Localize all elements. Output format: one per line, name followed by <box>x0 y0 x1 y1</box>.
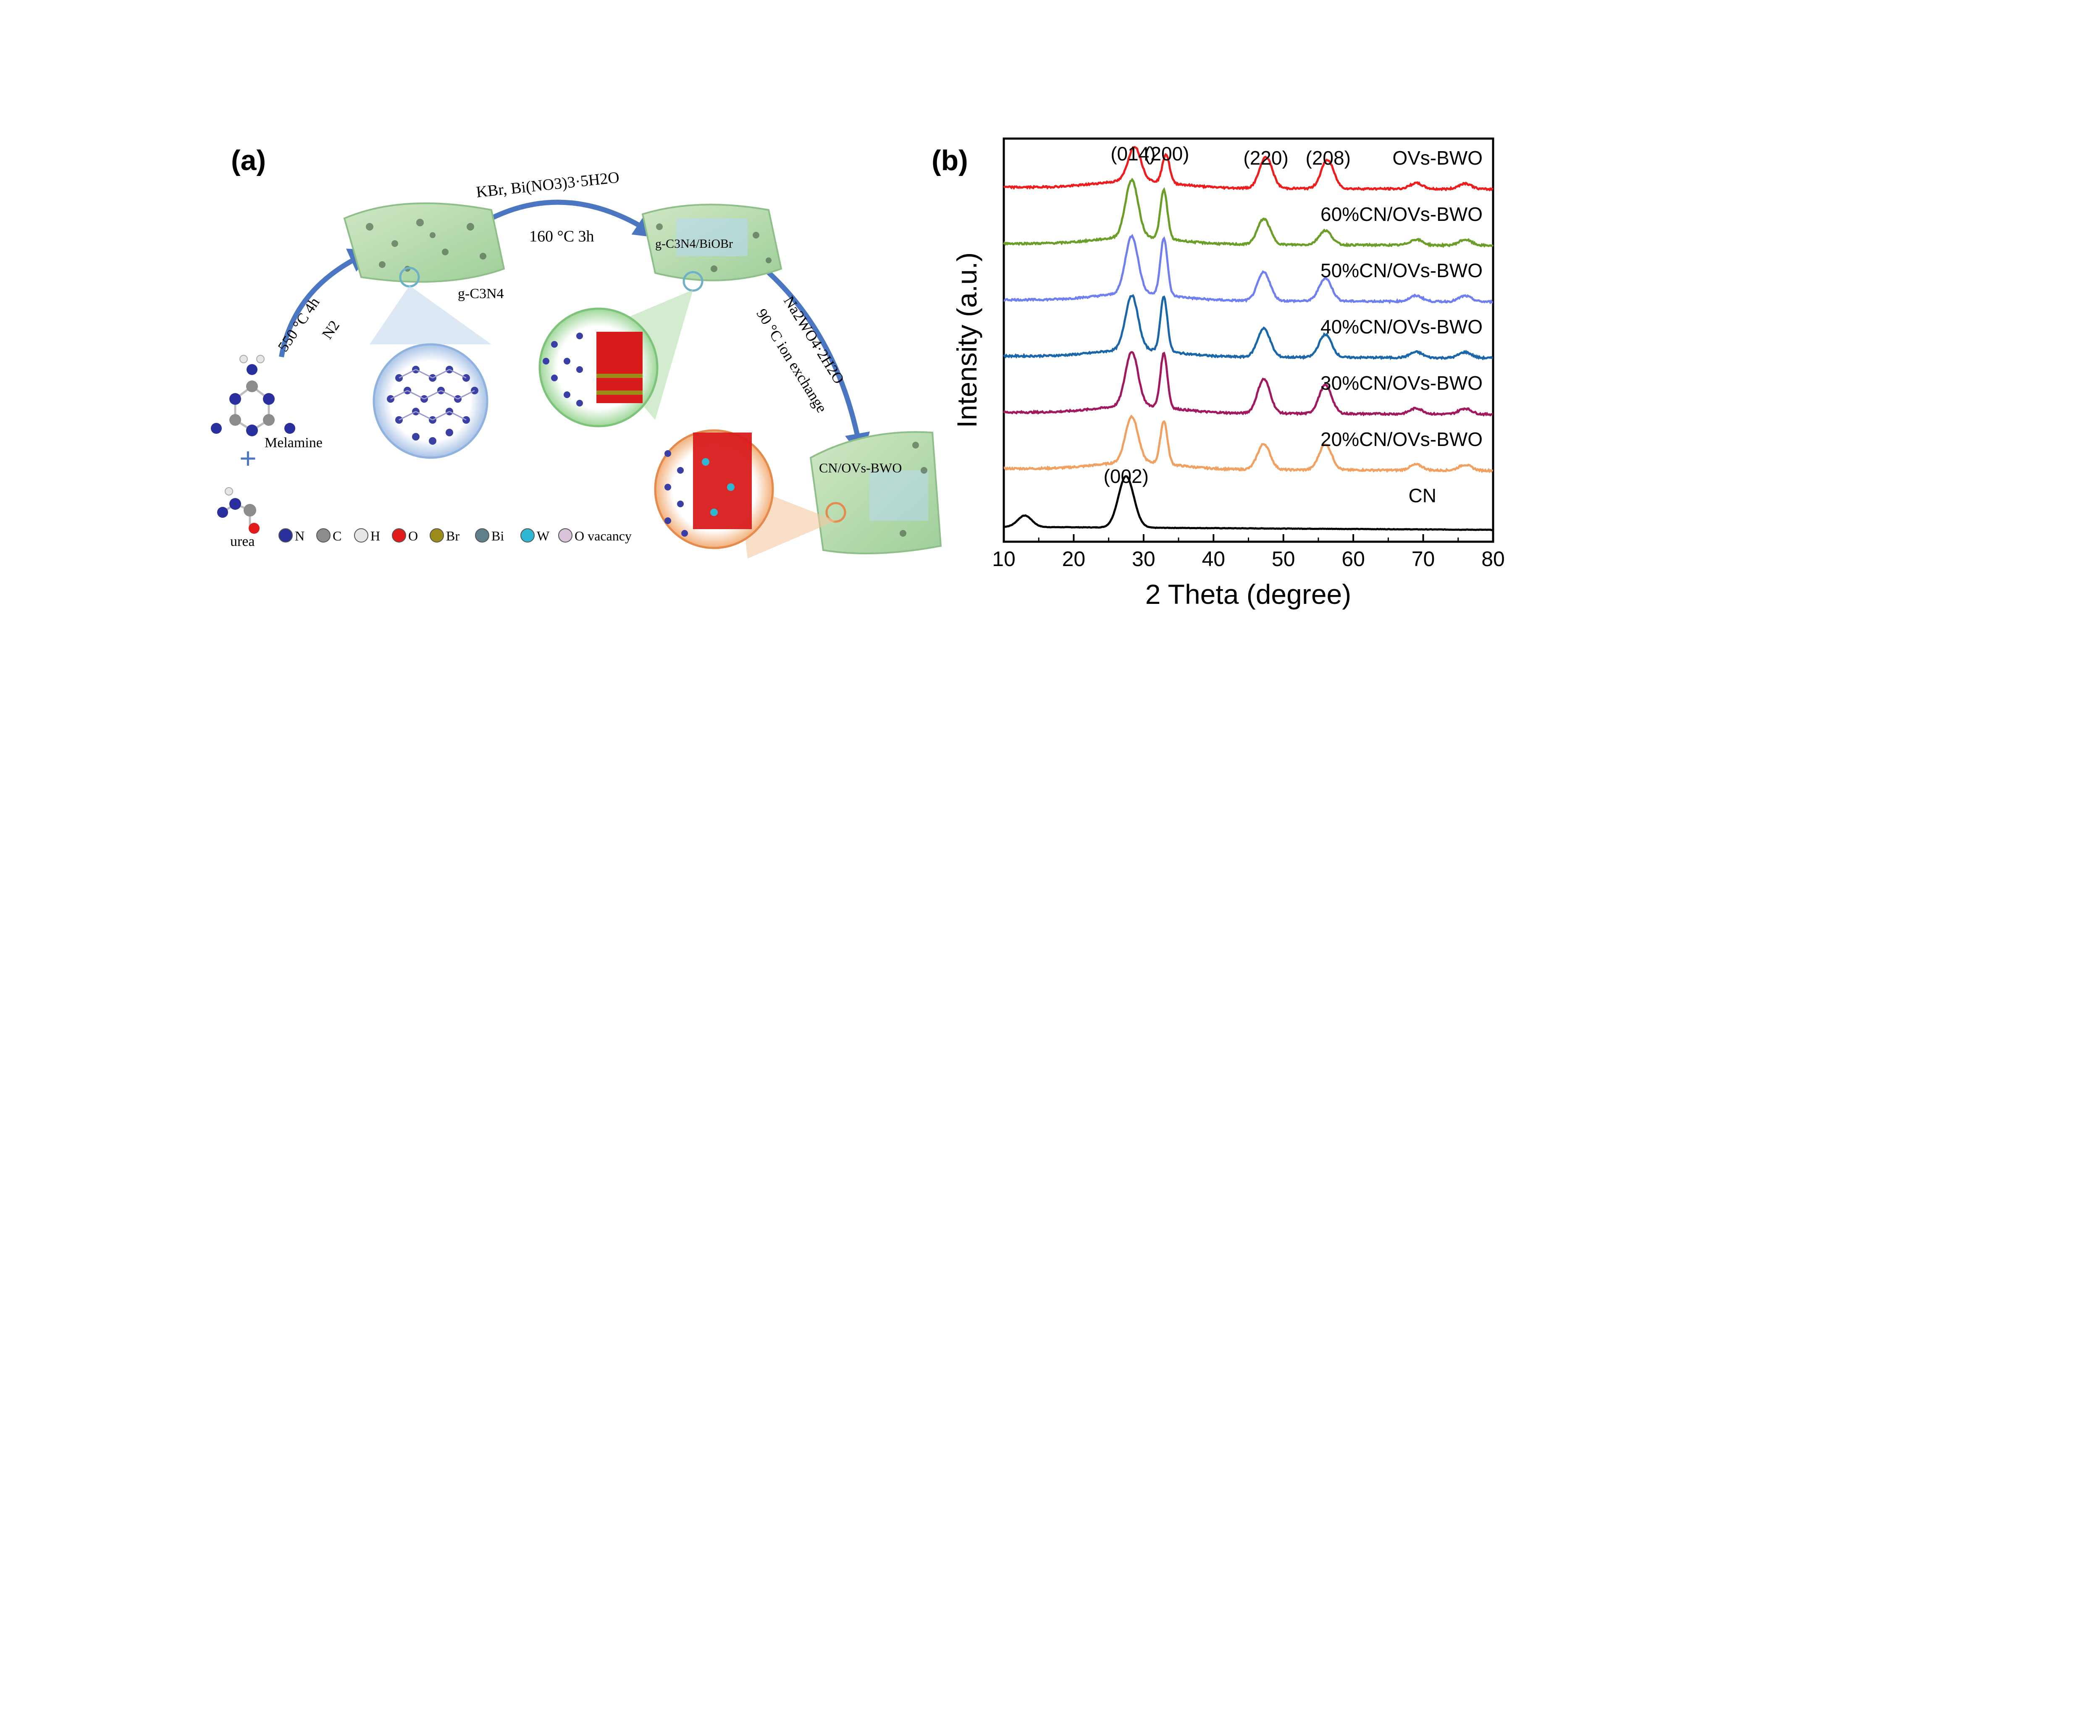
zoom-bubble-g-c3n4 <box>373 343 488 459</box>
series-line-30-cn-ovs-bwo <box>1003 351 1493 417</box>
peak-annotation-002: (002) <box>1104 465 1149 487</box>
legend-label-6: W <box>537 528 550 543</box>
x-tick-label-80: 80 <box>1481 547 1505 571</box>
panel-a-schematic: (a) 550 °C 4h N2 KBr, Bi(NO3)3·5H2O 160 … <box>211 144 942 559</box>
y-axis-label: Intensity (a.u.) <box>951 252 982 428</box>
step2-condition: 160 °C 3h <box>529 228 594 245</box>
series-label-60-cn-ovs-bwo: 60%CN/OVs-BWO <box>1320 203 1483 225</box>
series-line-40-cn-ovs-bwo <box>1003 294 1493 361</box>
arrow-step-1 <box>279 249 374 358</box>
x-tick-label-60: 60 <box>1341 547 1365 571</box>
sheet1-label: g-C3N4 <box>458 286 504 302</box>
series-label-40-cn-ovs-bwo: 40%CN/OVs-BWO <box>1320 316 1483 338</box>
legend-swatch-1 <box>316 528 331 543</box>
legend-label-5: Bi <box>491 528 504 543</box>
x-tick-label-50: 50 <box>1272 547 1295 571</box>
peak-annotation-220: (220) <box>1243 147 1288 169</box>
legend-swatch-7 <box>558 528 572 543</box>
x-tick-label-10: 10 <box>992 547 1016 571</box>
legend-swatch-4 <box>430 528 444 543</box>
legend-label-4: Br <box>446 528 459 543</box>
series-line-cn <box>1003 475 1493 531</box>
series-line-60-cn-ovs-bwo <box>1003 178 1494 248</box>
plus-sign: + <box>239 442 257 475</box>
x-tick-label-30: 30 <box>1132 547 1155 571</box>
series-labels: CN 20%CN/OVs-BWO 30%CN/OVs-BWO 40%CN/OVs-BW… <box>1320 147 1483 506</box>
urea-molecule <box>217 487 260 534</box>
series-label-ovs-bwo: OVs-BWO <box>1392 147 1483 169</box>
series-label-cn: CN <box>1409 485 1436 506</box>
peak-annotation-208: (208) <box>1306 147 1351 169</box>
sheet-cn-ovs-bwo: CN/OVs-BWO <box>809 431 942 554</box>
legend-label-7: O vacancy <box>575 528 632 543</box>
sheet-g-c3n4: g-C3N4 <box>343 202 505 302</box>
sheet-g-c3n4-biobr: g-C3N4/BiOBr <box>641 204 782 292</box>
series-line-ovs-bwo <box>1003 146 1494 192</box>
x-tick-label-70: 70 <box>1412 547 1435 571</box>
peak-annotation-014: (014) <box>1110 143 1155 165</box>
legend-swatch-3 <box>392 528 406 543</box>
x-tick-label-40: 40 <box>1202 547 1225 571</box>
legend-label-2: H <box>370 528 380 543</box>
series-line-50-cn-ovs-bwo <box>1003 233 1493 305</box>
legend-swatch-6 <box>520 528 535 543</box>
atom-legend: N C H O Br Bi W O vacancy <box>278 528 632 543</box>
melamine-label: Melamine <box>265 435 323 451</box>
arrow-step-2 <box>482 199 659 238</box>
x-tick-label-20: 20 <box>1062 547 1086 571</box>
bwo-block <box>693 433 752 529</box>
series-layer <box>1003 146 1494 531</box>
legend-label-3: O <box>408 528 418 543</box>
step2-reagents: KBr, Bi(NO3)3·5H2O <box>475 168 620 201</box>
step1-atmosphere: N2 <box>318 317 343 342</box>
series-label-30-cn-ovs-bwo: 30%CN/OVs-BWO <box>1320 372 1483 394</box>
series-label-50-cn-ovs-bwo: 50%CN/OVs-BWO <box>1320 260 1483 281</box>
x-axis-label: 2 Theta (degree) <box>1145 579 1351 610</box>
urea-label: urea <box>230 534 255 549</box>
step1-condition: 550 °C 4h <box>274 294 323 355</box>
legend-swatch-5 <box>475 528 489 543</box>
legend-swatch-2 <box>354 528 368 543</box>
peak-annotations: (014)(200) (220) (208) (002) <box>1104 143 1351 487</box>
legend-label-1: C <box>333 528 341 543</box>
series-line-20-cn-ovs-bwo <box>1003 414 1494 474</box>
sheet2-label: g-C3N4/BiOBr <box>655 237 733 251</box>
x-axis: 10 20 30 40 50 60 70 80 <box>992 534 1505 571</box>
panel-b-xrd-chart: (b) 10 20 30 40 50 60 70 80 CN 20%CN/OVs-BWO 30%C… <box>932 137 1505 610</box>
sheet3-label: CN/OVs-BWO <box>819 460 902 475</box>
panel-a-label: (a) <box>231 144 266 176</box>
melamine-molecule <box>211 355 295 436</box>
series-label-20-cn-ovs-bwo: 20%CN/OVs-BWO <box>1320 428 1483 450</box>
peak-annotation-200: (200) <box>1144 143 1189 165</box>
legend-swatch-0 <box>278 528 293 543</box>
legend-label-0: N <box>295 528 304 543</box>
panel-b-label: (b) <box>932 144 968 176</box>
arrow-step-3 <box>763 267 870 459</box>
plot-frame <box>1003 137 1494 543</box>
